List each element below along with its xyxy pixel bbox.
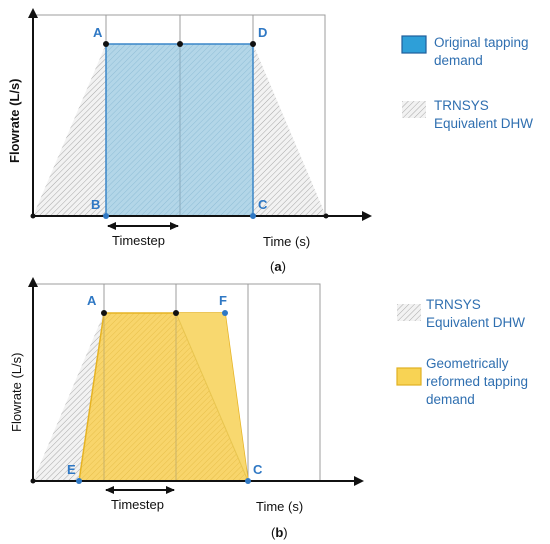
panel-b-label-c: C xyxy=(253,462,263,477)
panel-a-label-d: D xyxy=(258,25,267,40)
panel-a-legend-trnsys-line1: TRNSYS xyxy=(434,98,489,113)
panel-b: A F E C Flowrate (L/s) Time (s) Timestep… xyxy=(9,277,528,540)
panel-a-point-end xyxy=(323,213,329,219)
panel-a-point-a xyxy=(103,41,109,47)
panel-b-y-axis-label: Flowrate (L/s) xyxy=(9,353,24,432)
panel-b-legend-trnsys-line1: TRNSYS xyxy=(426,297,481,312)
panel-b-legend-trnsys-line2: Equivalent DHW xyxy=(426,315,525,330)
panel-a-label-a: A xyxy=(93,25,103,40)
panel-b-legend-swatch-reformed xyxy=(396,367,422,386)
panel-b-label-e: E xyxy=(67,462,76,477)
panel-a-legend-swatch-original xyxy=(401,35,427,54)
panel-a-label-b: B xyxy=(91,197,100,212)
panel-a-legend-trnsys-line2: Equivalent DHW xyxy=(434,116,533,131)
panel-a-y-axis-label: Flowrate (L/s) xyxy=(7,78,22,163)
panel-a: A D B C Flowrate (L/s) Time (s) Timestep… xyxy=(7,8,533,274)
panel-a-legend-original-line1: Original tapping xyxy=(434,35,529,50)
panel-b-point-c xyxy=(245,478,251,484)
panel-b-timestep-label: Timestep xyxy=(111,497,164,512)
panel-b-legend-reformed-line1: Geometrically xyxy=(426,356,509,371)
panel-b-label-a: A xyxy=(87,293,97,308)
panel-b-label-f: F xyxy=(219,293,227,308)
panel-b-legend-reformed-line3: demand xyxy=(426,392,475,407)
panel-a-point-mid xyxy=(177,41,183,47)
panel-b-x-axis-label: Time (s) xyxy=(256,499,303,514)
panel-a-point-b xyxy=(103,213,109,219)
panel-a-caption: (a) xyxy=(270,259,286,274)
panel-a-legend-swatch-trnsys xyxy=(402,101,426,118)
panel-b-caption: (b) xyxy=(271,525,288,540)
panel-b-legend-swatch-trnsys xyxy=(397,304,421,321)
panel-b-point-a xyxy=(101,310,107,316)
panel-b-point-mid xyxy=(173,310,179,316)
panel-b-legend-reformed-line2: reformed tapping xyxy=(426,374,528,389)
panel-b-point-f xyxy=(222,310,228,316)
panel-a-x-axis-label: Time (s) xyxy=(263,234,310,249)
panel-a-point-origin xyxy=(30,213,36,219)
panel-b-point-e xyxy=(76,478,82,484)
panel-a-legend-original-line2: demand xyxy=(434,53,483,68)
panel-a-label-c: C xyxy=(258,197,268,212)
panel-a-point-d xyxy=(250,41,256,47)
panel-a-point-c xyxy=(250,213,256,219)
panel-a-timestep-label: Timestep xyxy=(112,233,165,248)
panel-b-diagonal xyxy=(175,312,249,482)
panel-b-point-origin xyxy=(30,478,36,484)
